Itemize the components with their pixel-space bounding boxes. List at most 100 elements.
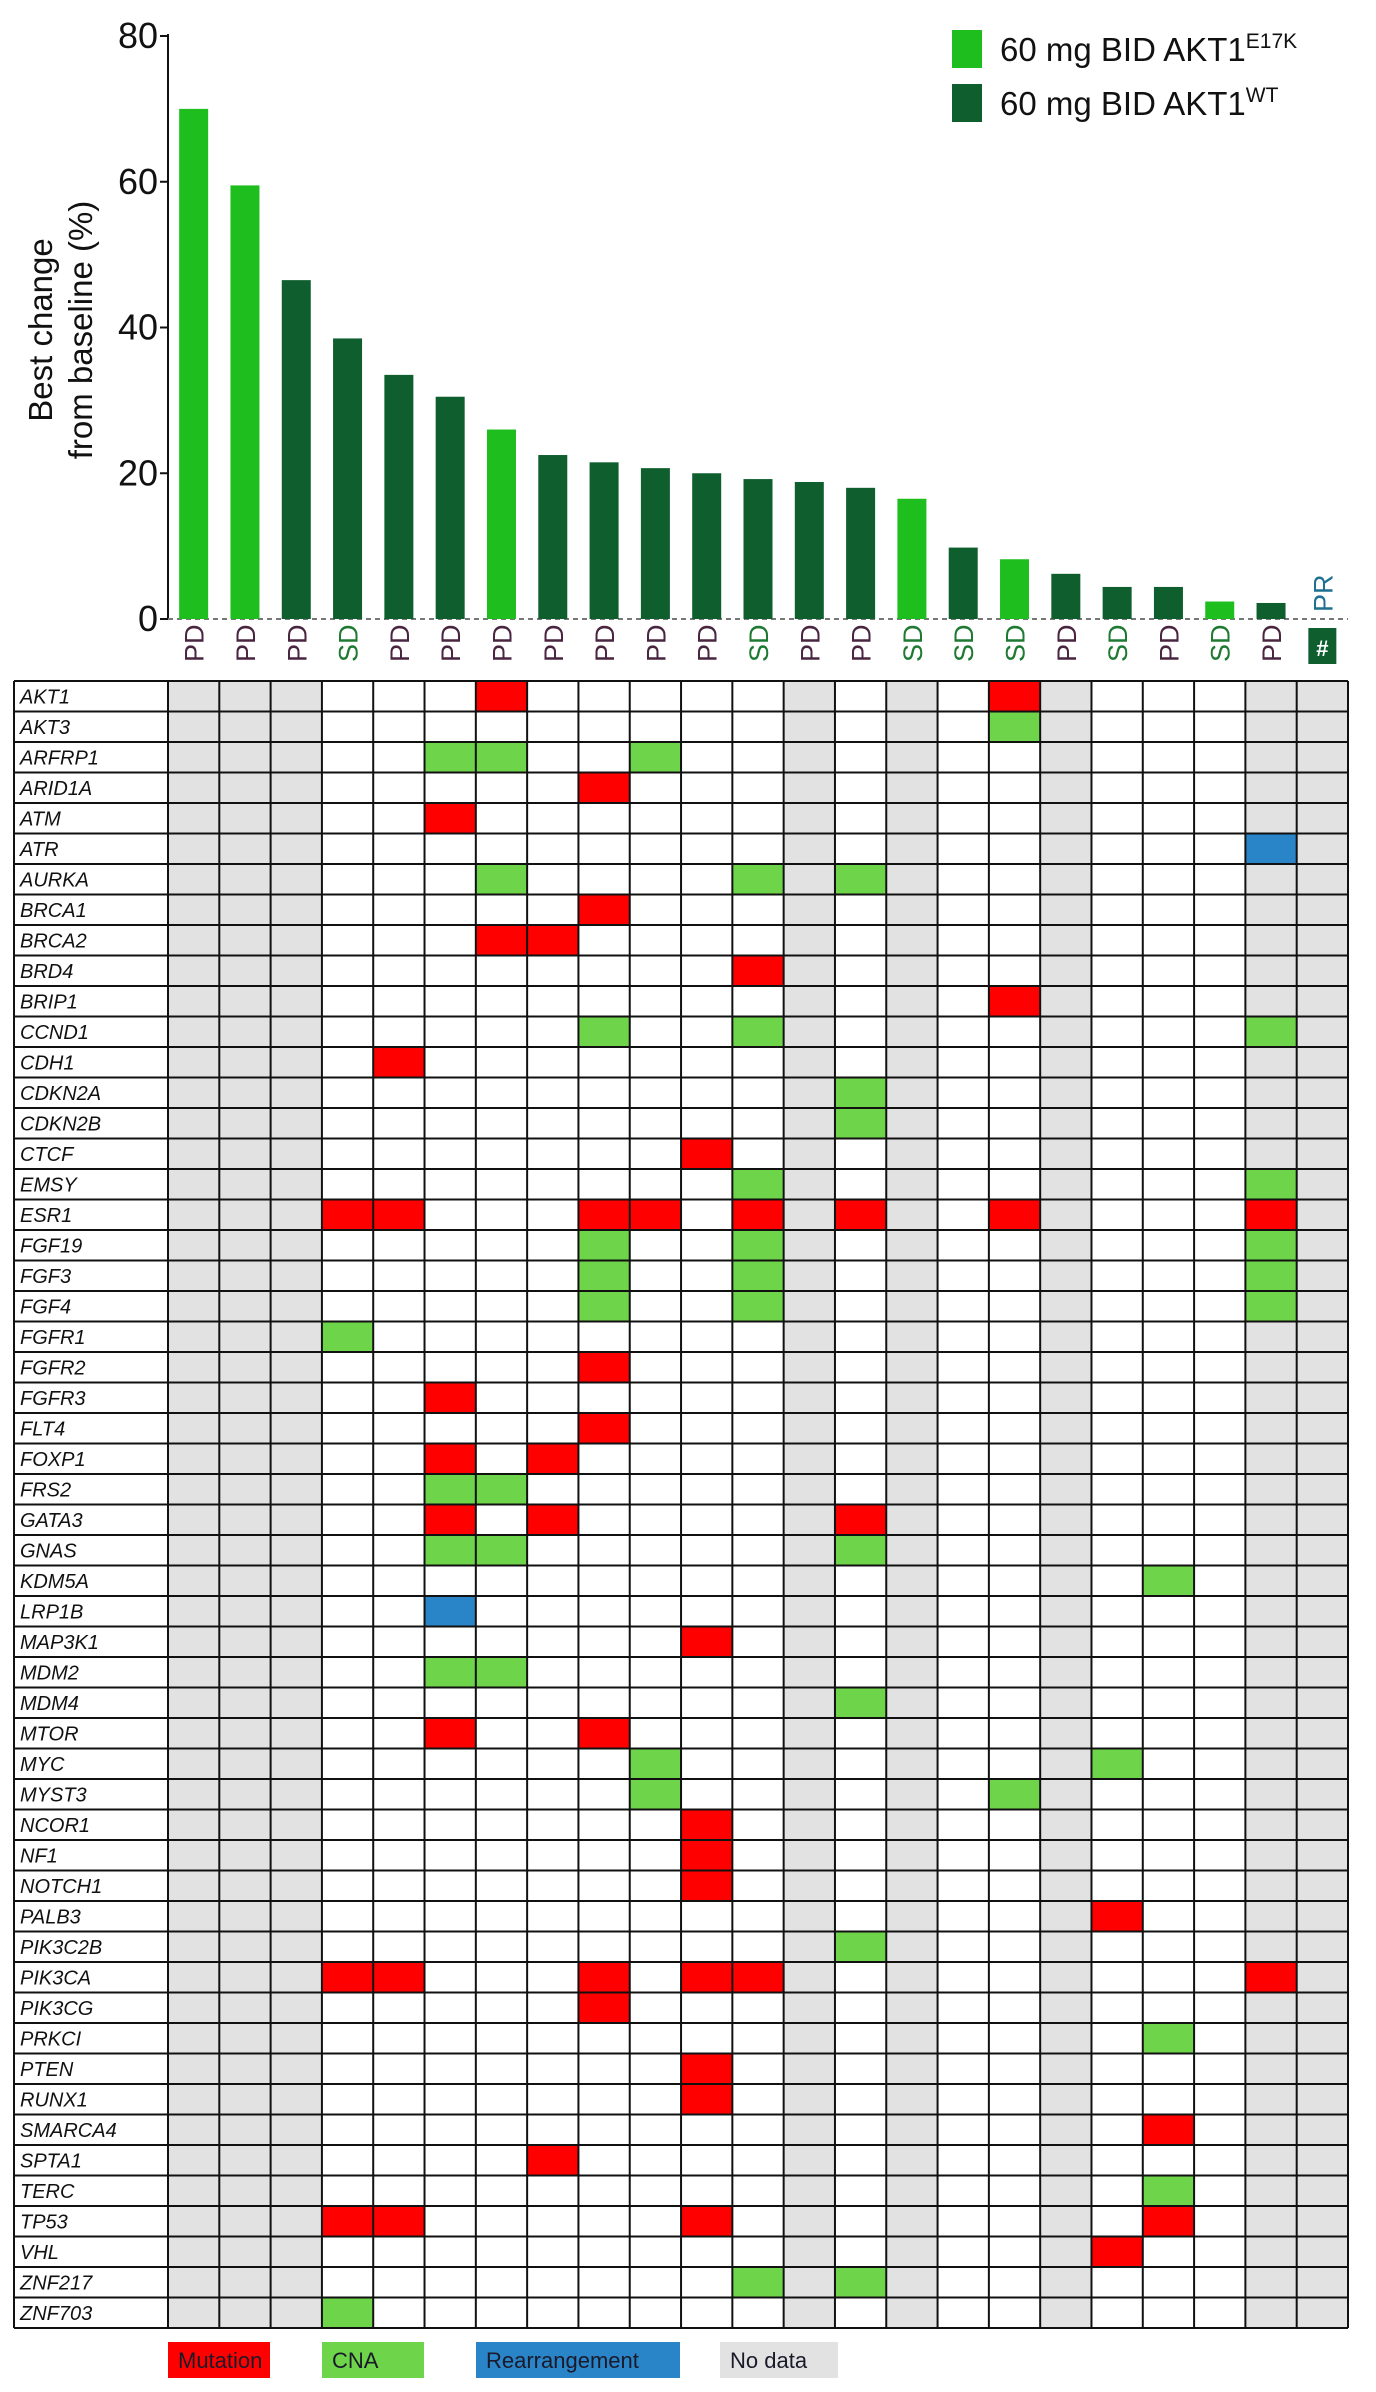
- alteration-cell: [578, 1413, 630, 1444]
- response-label: SD: [898, 624, 928, 662]
- alteration-cell: [834, 1687, 887, 1718]
- alteration-cell: [578, 1992, 630, 2023]
- gene-label: FOXP1: [20, 1449, 86, 1471]
- key-label: Mutation: [178, 2348, 262, 2373]
- response-label: PD: [1257, 624, 1287, 662]
- alteration-cell: [373, 1199, 425, 1230]
- gene-label: AURKA: [19, 870, 89, 892]
- bar: [1051, 573, 1081, 619]
- alteration-cell: [629, 1779, 682, 1810]
- response-label: PD: [795, 624, 825, 662]
- gene-label: MYST3: [20, 1785, 87, 1807]
- alteration-cell: [475, 1474, 528, 1505]
- alteration-cell: [834, 1108, 887, 1139]
- alteration-cell: [1245, 1291, 1297, 1322]
- bar: [1102, 586, 1132, 619]
- alteration-cell: [629, 742, 682, 773]
- alteration-cell: [578, 1260, 630, 1291]
- alteration-cell: [527, 1443, 579, 1474]
- alteration-cell: [629, 1199, 682, 1230]
- alteration-cell: [527, 1504, 579, 1535]
- gene-label: PRKCI: [20, 2029, 82, 2051]
- bar: [1205, 601, 1235, 619]
- alteration-cell: [424, 1657, 476, 1688]
- alteration-cell: [321, 1199, 374, 1230]
- alteration-cell: [732, 1962, 784, 1993]
- key-swatch: [720, 2342, 838, 2378]
- alteration-cell: [629, 1748, 682, 1779]
- legend-swatch: [952, 84, 982, 122]
- bar: [897, 498, 927, 619]
- alteration-cell: [988, 986, 1041, 1017]
- gene-label: LRP1B: [20, 1602, 83, 1624]
- response-label: PD: [231, 624, 261, 662]
- y-tick-label: 80: [118, 15, 158, 56]
- alteration-cell: [475, 681, 528, 712]
- gene-label: FGF3: [20, 1266, 71, 1288]
- gene-label: ARFRP1: [19, 748, 99, 770]
- bar: [281, 280, 311, 619]
- alteration-cell: [578, 772, 630, 803]
- alteration-cell: [834, 1077, 887, 1108]
- gene-label: FGFR3: [20, 1388, 86, 1410]
- gene-label: KDM5A: [20, 1571, 89, 1593]
- key-label: Rearrangement: [486, 2348, 639, 2373]
- alteration-cell: [578, 894, 630, 925]
- alteration-cell: [834, 864, 887, 895]
- bar: [692, 473, 722, 619]
- response-label: SD: [1001, 624, 1031, 662]
- alteration-cell: [424, 803, 476, 834]
- alteration-cell: [475, 742, 528, 773]
- bar: [179, 108, 209, 619]
- gene-label: TP53: [20, 2212, 68, 2234]
- alteration-cell: [373, 2206, 425, 2237]
- response-label: PD: [1052, 624, 1082, 662]
- alteration-cell: [1245, 1199, 1297, 1230]
- gene-label: AKT1: [19, 687, 70, 709]
- alteration-cell: [732, 2267, 784, 2298]
- alteration-cell: [681, 1809, 733, 1840]
- bar: [846, 487, 876, 619]
- gene-label: MDM4: [20, 1693, 79, 1715]
- bar: [589, 462, 619, 619]
- key-swatch: [476, 2342, 680, 2378]
- bar: [1256, 602, 1286, 619]
- alteration-cell: [578, 1718, 630, 1749]
- gene-label: MDM2: [20, 1663, 79, 1685]
- gene-label: NF1: [20, 1846, 58, 1868]
- gene-label: MAP3K1: [20, 1632, 99, 1654]
- alteration-cell: [578, 1016, 630, 1047]
- alteration-cell: [578, 1352, 630, 1383]
- bar: [538, 455, 568, 619]
- response-label: PD: [590, 624, 620, 662]
- gene-label: RUNX1: [20, 2090, 88, 2112]
- gene-label: NCOR1: [20, 1815, 90, 1837]
- bar: [435, 396, 465, 619]
- y-tick-label: 0: [138, 598, 158, 639]
- response-label: SD: [744, 624, 774, 662]
- alteration-cell: [424, 1535, 476, 1566]
- alteration-cell: [373, 1047, 425, 1078]
- alteration-cell: [321, 1962, 374, 1993]
- alteration-cell: [424, 1382, 476, 1413]
- response-label: PR: [1308, 574, 1338, 612]
- response-label: PD: [487, 624, 517, 662]
- alteration-cell: [1245, 1169, 1297, 1200]
- alteration-cell: [834, 1931, 887, 1962]
- bar: [743, 479, 773, 619]
- gene-label: ATM: [19, 809, 61, 831]
- alteration-cell: [681, 1870, 733, 1901]
- bar: [486, 429, 516, 619]
- bar: [948, 547, 978, 619]
- gene-label: PALB3: [20, 1907, 81, 1929]
- gene-label: FRS2: [20, 1480, 71, 1502]
- alteration-cell: [475, 864, 528, 895]
- alteration-cell: [321, 2297, 374, 2328]
- alteration-cell: [732, 1291, 784, 1322]
- response-label: PD: [180, 624, 210, 662]
- alteration-cell: [1245, 1260, 1297, 1291]
- gene-label: EMSY: [20, 1175, 78, 1197]
- gene-label: BRCA1: [20, 900, 87, 922]
- alteration-cell: [424, 1474, 476, 1505]
